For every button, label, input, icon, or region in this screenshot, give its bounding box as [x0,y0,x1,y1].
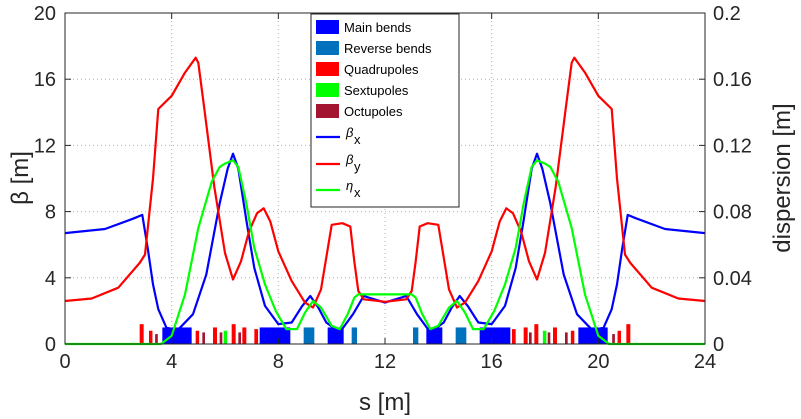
x-tick-label: 16 [481,351,503,373]
y-right-tick-label: 0.12 [713,135,752,157]
legend-swatch [316,41,339,55]
y-left-tick-label: 8 [45,202,56,224]
quadrupole-magnet [149,330,153,344]
y-right-tick-label: 0.08 [713,202,752,224]
main-bend-magnet [479,327,511,344]
quadrupole-magnet [626,324,631,344]
octupole-magnet [219,332,223,344]
sextupole-magnet [542,330,547,344]
series-lines [64,56,706,346]
octupole-magnet [612,334,615,344]
legend-swatch [316,104,339,118]
main-bend-magnet [259,327,291,344]
legend-subscript: x [354,132,361,147]
quadrupole-magnet [570,330,575,344]
main-bend-magnet [162,327,192,344]
legend-label: Quadrupoles [344,62,419,77]
legend-swatch [316,62,339,76]
legend-subscript: x [354,185,361,200]
legend-label: Sextupoles [344,83,409,98]
octupole-magnet [202,332,205,344]
reverse-bend-magnet [455,327,467,344]
x-tick-label: 20 [587,351,609,373]
x-tick-label: 0 [59,351,70,373]
y-axis-left-label: β [m] [7,151,34,205]
quadrupole-magnet [254,329,259,344]
legend-swatch [316,83,339,97]
octupole-magnet [547,332,551,344]
legend-label: Main bends [344,20,412,35]
octupole-magnet [238,332,241,344]
x-tick-label: 24 [694,351,716,373]
main-bend-magnet [578,327,608,344]
legend-label: Octupoles [344,104,403,119]
y-left-tick-label: 16 [34,69,56,91]
magnet-layout [139,324,631,344]
legend-subscript: y [354,159,361,174]
legend-label: β [345,152,354,167]
quadrupole-magnet [617,330,621,344]
quadrupole-magnet [553,327,557,344]
x-tick-label: 4 [166,351,177,373]
octupole-magnet [565,332,568,344]
y-right-tick-label: 0.04 [713,268,752,290]
reverse-bend-magnet [351,327,357,344]
y-left-tick-label: 12 [34,135,56,157]
quadrupole-magnet [231,324,236,344]
y-left-tick-label: 4 [45,268,56,290]
quadrupole-magnet [139,324,144,344]
y-left-tick-label: 0 [45,334,56,356]
legend-label: Reverse bends [344,41,432,56]
y-right-tick-label: 0.2 [713,3,741,25]
x-tick-label: 12 [374,351,396,373]
quadrupole-magnet [511,329,516,344]
quadrupole-magnet [195,330,200,344]
y-left-tick-label: 20 [34,3,56,25]
y-right-tick-label: 0.16 [713,69,752,91]
octupole-magnet [529,332,532,344]
y-right-tick-label: 0 [713,334,724,356]
legend: Main bends Reverse bends Quadrupoles Sextup… [310,13,460,208]
legend-swatch [316,20,339,34]
quadrupole-magnet [242,327,247,344]
legend-label: β [345,125,354,140]
quadrupole-magnet [213,327,217,344]
reverse-bend-magnet [303,327,315,344]
x-tick-label: 8 [273,351,284,373]
y-axis-right-label: dispersion [m] [769,103,796,252]
sextupole-magnet [223,330,228,344]
quadrupole-magnet [523,327,528,344]
legend-label: η [346,178,353,193]
quadrupole-magnet [534,324,539,344]
series-line-ηx [65,159,705,346]
series-line-βy [64,56,706,309]
reverse-bend-magnet [413,327,419,344]
octupole-magnet [155,334,158,344]
x-axis-label: s [m] [359,389,411,416]
